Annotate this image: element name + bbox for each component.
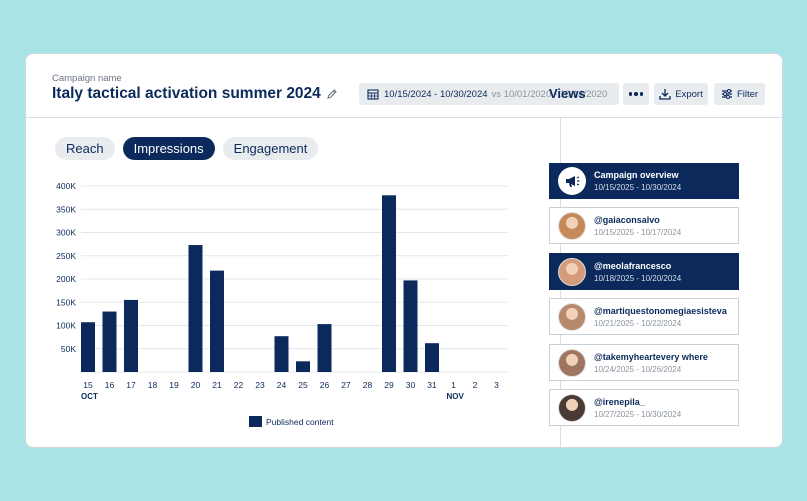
y-tick-label: 50K xyxy=(61,344,76,354)
campaign-header: Campaign name Italy tactical activation … xyxy=(26,54,782,118)
view-item[interactable]: @martiquestonomegiaesisteva 10/21/2025 - … xyxy=(549,298,739,335)
pencil-icon[interactable] xyxy=(326,88,338,100)
megaphone-icon xyxy=(558,167,586,195)
x-tick-label: 25 xyxy=(298,380,308,390)
x-tick-label: 22 xyxy=(234,380,244,390)
avatar xyxy=(558,211,586,240)
view-date: 10/24/2025 - 10/26/2024 xyxy=(594,364,682,374)
month-label: OCT xyxy=(81,392,98,401)
impressions-bar-chart: 50K 100K 150K 200K 250K 300K 350K 400K 15 16 17 18 1… xyxy=(56,181,508,427)
y-tick-label: 100K xyxy=(56,321,76,331)
x-tick-label: 3 xyxy=(494,380,499,390)
x-tick-label: 2 xyxy=(473,380,478,390)
view-date: 10/15/2025 - 10/17/2024 xyxy=(594,227,682,237)
y-tick-label: 200K xyxy=(56,274,76,284)
avatar xyxy=(558,257,586,286)
x-tick-label: 21 xyxy=(212,380,222,390)
sliders-icon xyxy=(721,89,732,99)
view-text: @irenepila_ 10/27/2025 - 10/30/2024 xyxy=(594,397,681,419)
view-name: @takemyheartevery where xyxy=(594,351,708,362)
date-range-value: 10/15/2024 - 10/30/2024 xyxy=(384,88,488,100)
filter-label: Filter xyxy=(736,88,759,100)
x-tick-label: 20 xyxy=(191,380,201,390)
more-dots-icon xyxy=(639,92,644,96)
tab-engagement[interactable]: Engagement xyxy=(222,137,319,160)
x-tick-label: 15 xyxy=(83,380,93,390)
date-range-picker[interactable]: 10/15/2024 - 10/30/2024 vs 10/01/2020 - … xyxy=(359,83,619,105)
x-tick-label: 24 xyxy=(277,380,287,390)
chart-panel: Reach Impressions Engagement 50K 100K 150K… xyxy=(26,118,560,447)
export-label: Export xyxy=(675,88,703,100)
bar xyxy=(81,322,95,372)
view-date: 10/21/2025 - 10/22/2024 xyxy=(594,318,682,328)
view-date: 10/18/2025 - 10/20/2024 xyxy=(594,273,682,283)
view-date: 10/27/2025 - 10/30/2024 xyxy=(594,409,682,419)
campaign-title: Italy tactical activation summer 2024 xyxy=(52,85,321,102)
bar xyxy=(403,280,418,372)
x-tick-label: 28 xyxy=(363,380,373,390)
bar xyxy=(425,343,439,372)
view-name: @martiquestonomegiaesisteva xyxy=(594,305,727,316)
more-options-button[interactable] xyxy=(623,83,649,105)
y-tick-label: 250K xyxy=(56,251,76,261)
view-text: @gaiaconsalvo 10/15/2025 - 10/17/2024 xyxy=(594,215,681,237)
bar xyxy=(296,361,310,372)
x-tick-label: 30 xyxy=(406,380,416,390)
month-label: NOV xyxy=(447,392,465,401)
view-item[interactable]: @takemyheartevery where 10/24/2025 - 10/2… xyxy=(549,344,739,381)
tab-reach[interactable]: Reach xyxy=(55,137,115,160)
view-text: @martiquestonomegiaesisteva 10/21/2025 - … xyxy=(594,306,727,328)
view-text: Campaign overview 10/15/2025 - 10/30/2024 xyxy=(594,170,681,192)
tab-impressions[interactable]: Impressions xyxy=(122,137,215,160)
campaign-card: Campaign name Italy tactical activation … xyxy=(25,53,783,448)
view-text: @meolafrancesco 10/18/2025 - 10/20/2024 xyxy=(594,261,681,283)
view-item[interactable]: @meolafrancesco 10/18/2025 - 10/20/2024 xyxy=(549,253,739,290)
bar xyxy=(124,299,138,372)
view-item[interactable]: Campaign overview 10/15/2025 - 10/30/2024 xyxy=(549,163,739,199)
views-title: Views xyxy=(549,86,586,101)
y-tick-label: 400K xyxy=(56,181,76,191)
x-tick-label: 17 xyxy=(126,380,136,390)
bar xyxy=(382,195,396,372)
y-tick-label: 150K xyxy=(56,297,76,307)
compare-range-value: vs 10/01/2020 - 10/14/2020 xyxy=(491,88,608,100)
legend-label: Published content xyxy=(266,417,334,427)
view-name: @meolafrancesco xyxy=(594,260,672,271)
bar xyxy=(274,336,289,372)
x-tick-label: 18 xyxy=(148,380,158,390)
avatar xyxy=(558,393,586,422)
x-tick-label: 31 xyxy=(427,380,437,390)
campaign-label: Campaign name xyxy=(52,73,122,84)
download-icon xyxy=(659,89,671,100)
view-name: @gaiaconsalvo xyxy=(594,214,660,225)
view-item[interactable]: @irenepila_ 10/27/2025 - 10/30/2024 xyxy=(549,389,739,426)
more-dots-icon xyxy=(628,92,633,96)
avatar xyxy=(558,302,586,331)
view-item[interactable]: @gaiaconsalvo 10/15/2025 - 10/17/2024 xyxy=(549,207,739,244)
export-button[interactable]: Export xyxy=(654,83,708,105)
view-name: @irenepila_ xyxy=(594,396,645,407)
avatar xyxy=(558,348,586,377)
view-date: 10/15/2025 - 10/30/2024 xyxy=(594,183,682,192)
view-text: @takemyheartevery where 10/24/2025 - 10/2… xyxy=(594,352,708,374)
more-dots-icon xyxy=(634,92,638,96)
calendar-icon xyxy=(367,89,379,100)
bar xyxy=(317,324,332,372)
filter-button[interactable]: Filter xyxy=(714,83,765,105)
legend-swatch xyxy=(249,416,262,427)
x-tick-label: 29 xyxy=(384,380,394,390)
bar xyxy=(102,311,117,372)
x-tick-label: 1 xyxy=(451,380,456,390)
bar xyxy=(210,270,224,372)
view-name: Campaign overview xyxy=(594,170,679,180)
x-tick-label: 16 xyxy=(105,380,115,390)
x-tick-label: 19 xyxy=(169,380,179,390)
metric-tabs: Reach Impressions Engagement xyxy=(55,137,319,160)
x-tick-label: 26 xyxy=(320,380,330,390)
y-tick-label: 300K xyxy=(56,228,76,238)
bar xyxy=(188,245,203,372)
x-tick-label: 27 xyxy=(341,380,351,390)
y-tick-label: 350K xyxy=(56,204,76,214)
x-tick-label: 23 xyxy=(255,380,265,390)
